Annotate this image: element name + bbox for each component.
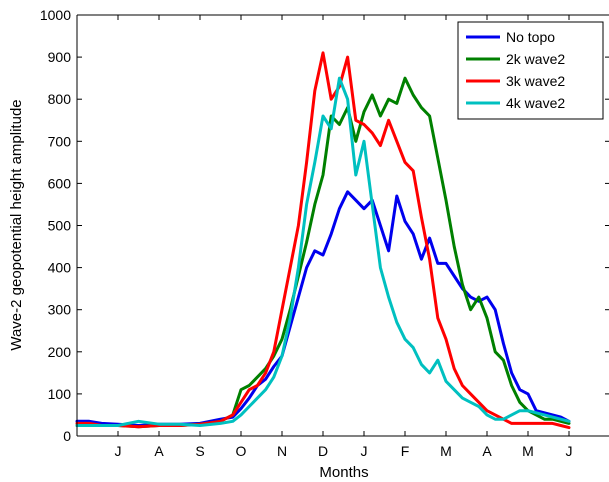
x-tick-label: J <box>566 443 573 459</box>
x-tick-label: S <box>195 443 204 459</box>
legend: No topo 2k wave2 3k wave2 4k wave2 <box>457 21 604 120</box>
y-tick-label: 400 <box>48 260 72 276</box>
x-tick-label: O <box>236 443 247 459</box>
y-tick-label: 500 <box>48 218 72 234</box>
y-tick-label: 600 <box>48 175 72 191</box>
x-tick-label: F <box>401 443 410 459</box>
x-tick-label: J <box>361 443 368 459</box>
x-tick-label: A <box>154 443 164 459</box>
series-layer <box>75 51 571 430</box>
legend-label-1: No topo <box>506 29 555 45</box>
x-tick-label: M <box>440 443 452 459</box>
x-tick-label: A <box>482 443 492 459</box>
y-tick-label: 700 <box>48 133 72 149</box>
y-tick-label: 1000 <box>40 7 71 23</box>
y-tick-label: 200 <box>48 344 72 360</box>
y-tick-label: 900 <box>48 49 72 65</box>
legend-label-3: 3k wave2 <box>506 73 565 89</box>
y-tick-label: 800 <box>48 91 72 107</box>
legend-items: No topo 2k wave2 3k wave2 4k wave2 <box>466 29 565 111</box>
y-tick-label: 0 <box>63 428 71 444</box>
x-axis-title: Months <box>319 464 368 481</box>
y-tick-label: 300 <box>48 302 72 318</box>
ticks-layer: 0 100 200 300 400 500 600 700 800 900 1000 J A S O N D J F… <box>40 7 609 459</box>
x-tick-label: M <box>522 443 534 459</box>
legend-label-2: 2k wave2 <box>506 51 565 67</box>
x-tick-label: N <box>277 443 287 459</box>
legend-label-4: 4k wave2 <box>506 95 565 111</box>
y-axis-title: Wave-2 geopotential height amplitude <box>8 99 25 350</box>
y-tick-label: 100 <box>48 386 72 402</box>
series-line-4 <box>75 76 571 427</box>
x-tick-label: D <box>318 443 328 459</box>
x-tick-label: J <box>115 443 122 459</box>
